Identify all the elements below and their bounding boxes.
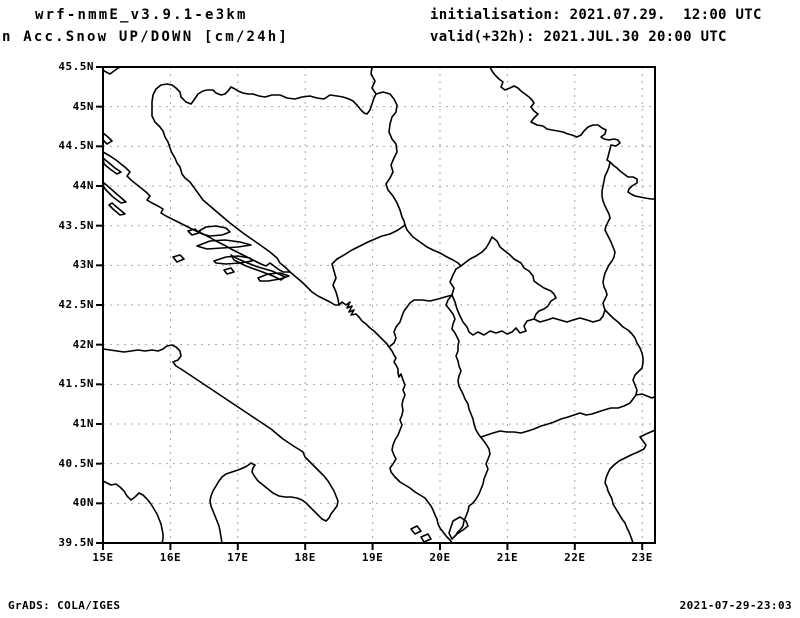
lon-tick-label: 23E — [631, 551, 653, 564]
map-line-italy_tyrrhenian — [103, 480, 164, 543]
lon-tick-label: 15E — [92, 551, 114, 564]
lat-tick-label: 40.5N — [58, 456, 94, 470]
island-outline — [187, 228, 200, 236]
map-line-greece_coast — [604, 429, 655, 543]
valid-time-label: valid(+32h): 2021.JUL.30 20:00 UTC — [430, 29, 727, 45]
map-line-albania_east — [445, 294, 491, 534]
lat-tick-label: 45.5N — [58, 60, 94, 73]
model-title: wrf-nmmE_v3.9.1-e3km — [35, 7, 248, 23]
lat-tick-label: 39.5N — [58, 535, 94, 549]
map-line-adriatic_coast — [103, 151, 453, 543]
map-outlines — [103, 67, 655, 543]
island-outline — [213, 255, 253, 265]
map-line-macedonia_greece — [480, 394, 637, 438]
island-outline — [198, 225, 231, 237]
map-line-italy_adriatic — [103, 344, 339, 543]
map-line-montenegro_albania — [388, 294, 453, 348]
lat-tick-label: 42.5N — [58, 297, 94, 311]
map-line-bih_montenegro — [331, 224, 406, 306]
map-line-kosovo — [449, 236, 557, 336]
map-line-croatia_serbia — [370, 67, 377, 95]
island-outline — [172, 254, 185, 263]
lat-tick-label: 42N — [72, 337, 94, 351]
map-line-serbia_bulgaria — [601, 161, 644, 396]
grads-credit: GrADS: COLA/IGES — [8, 599, 121, 612]
island-outline — [448, 516, 469, 540]
lon-tick-label: 16E — [159, 551, 182, 564]
island-outline — [420, 533, 432, 543]
lat-tick-label: 45N — [72, 99, 94, 113]
map-line-bulgaria_greece — [635, 393, 655, 399]
init-time-label: initialisation: 2021.07.29. 12:00 UTC — [430, 7, 762, 23]
lon-tick-label: 21E — [496, 551, 519, 564]
lon-tick-label: 17E — [227, 551, 249, 564]
lon-tick-label: 22E — [564, 551, 586, 564]
lat-tick-label: 43N — [72, 258, 94, 272]
island-outline — [230, 254, 286, 281]
island-outline — [108, 202, 126, 216]
lat-tick-label: 43.5N — [58, 218, 94, 232]
map-line-corner_zigzag — [103, 67, 122, 75]
lat-tick-label: 41.5N — [58, 377, 94, 391]
island-outline — [410, 525, 422, 535]
creation-timestamp: 2021-07-29-23:03 — [679, 599, 792, 612]
island-outline — [103, 157, 122, 175]
map-line-serbia_romania_danube — [489, 67, 655, 200]
island-outline — [196, 239, 252, 250]
lon-tick-label: 20E — [429, 551, 451, 564]
lat-tick-label: 44N — [72, 178, 94, 192]
lat-tick-label: 41N — [72, 416, 94, 430]
lon-tick-label: 18E — [294, 551, 316, 564]
island-outline — [103, 132, 113, 145]
lat-tick-label: 40N — [72, 496, 94, 510]
map-line-bosnia_sava_drina — [151, 83, 406, 273]
island-outline — [103, 182, 127, 204]
map-line-serbia_macedonia — [533, 309, 606, 323]
lat-tick-label: 44.5N — [58, 139, 94, 153]
island-outline — [223, 267, 235, 275]
product-title: n Acc.Snow UP/DOWN [cm/24h] — [2, 29, 289, 45]
map-line-serbia_montenegro — [404, 224, 462, 267]
lon-tick-label: 19E — [361, 551, 384, 564]
